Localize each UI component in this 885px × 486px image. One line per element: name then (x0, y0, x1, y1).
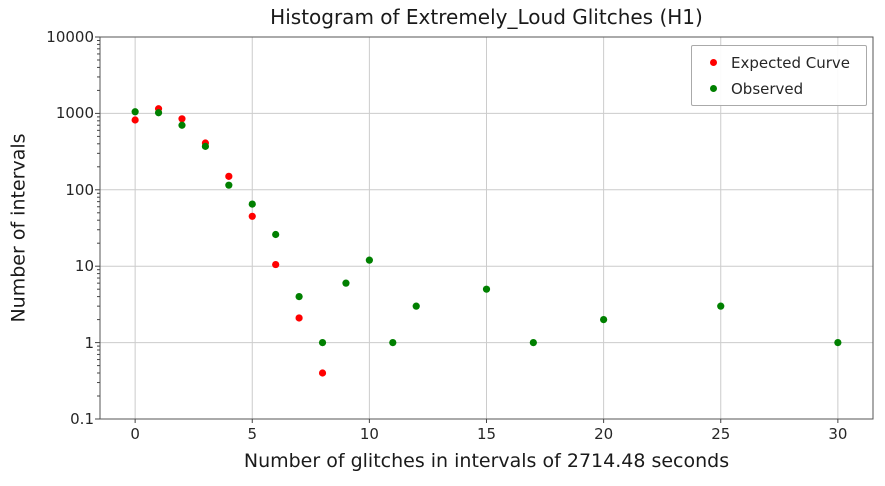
observed-point (389, 339, 397, 347)
chart-title: Histogram of Extremely_Loud Glitches (H1… (270, 5, 703, 29)
x-tick-label: 15 (476, 425, 497, 443)
observed-point (717, 302, 725, 310)
legend-label-expected: Expected Curve (731, 53, 851, 72)
x-tick-label: 30 (828, 425, 848, 443)
observed-point (154, 109, 163, 117)
observed-point (529, 339, 537, 347)
x-tick-label: 10 (359, 425, 379, 443)
observed-point (834, 339, 842, 347)
legend-item-observed: Observed (704, 79, 856, 98)
y-tick-label: 1 (84, 333, 94, 352)
y-axis-label-container: Number of intervals (6, 37, 32, 419)
observed-point (201, 142, 210, 150)
observed-point (600, 316, 608, 324)
observed-point (342, 279, 350, 287)
y-tick-label: 1000 (55, 104, 94, 123)
observed-marker-icon (710, 85, 717, 92)
expected-point (295, 314, 303, 322)
expected-point (225, 172, 233, 180)
y-tick-label: 100 (65, 180, 94, 199)
legend-box: Expected Curve Observed (691, 45, 867, 106)
observed-point (178, 121, 186, 129)
x-tick-label: 0 (130, 425, 140, 443)
observed-point (318, 339, 327, 347)
x-axis-label: Number of glitches in intervals of 2714.… (243, 450, 730, 472)
observed-point (131, 108, 139, 116)
observed-point (365, 256, 373, 264)
observed-point (225, 181, 233, 189)
observed-point (272, 230, 280, 239)
observed-point (295, 293, 303, 301)
expected-point (178, 115, 186, 123)
expected-point (248, 212, 256, 220)
y-tick-label: 0.1 (70, 410, 94, 428)
expected-point (318, 369, 327, 377)
legend-label-observed: Observed (731, 79, 804, 98)
observed-point (482, 285, 491, 293)
x-tick-label: 20 (594, 425, 614, 443)
expected-curve-marker-icon (710, 59, 717, 66)
legend-item-expected: Expected Curve (704, 53, 856, 72)
expected-point (272, 260, 280, 269)
y-tick-label: 10 (74, 257, 94, 276)
x-tick-label: 5 (247, 425, 258, 443)
y-axis-label: Number of intervals (8, 133, 30, 323)
observed-point (248, 200, 256, 208)
expected-point (131, 116, 139, 124)
x-tick-label: 25 (711, 425, 731, 443)
observed-point (412, 302, 420, 310)
y-tick-label: 10000 (46, 28, 94, 46)
